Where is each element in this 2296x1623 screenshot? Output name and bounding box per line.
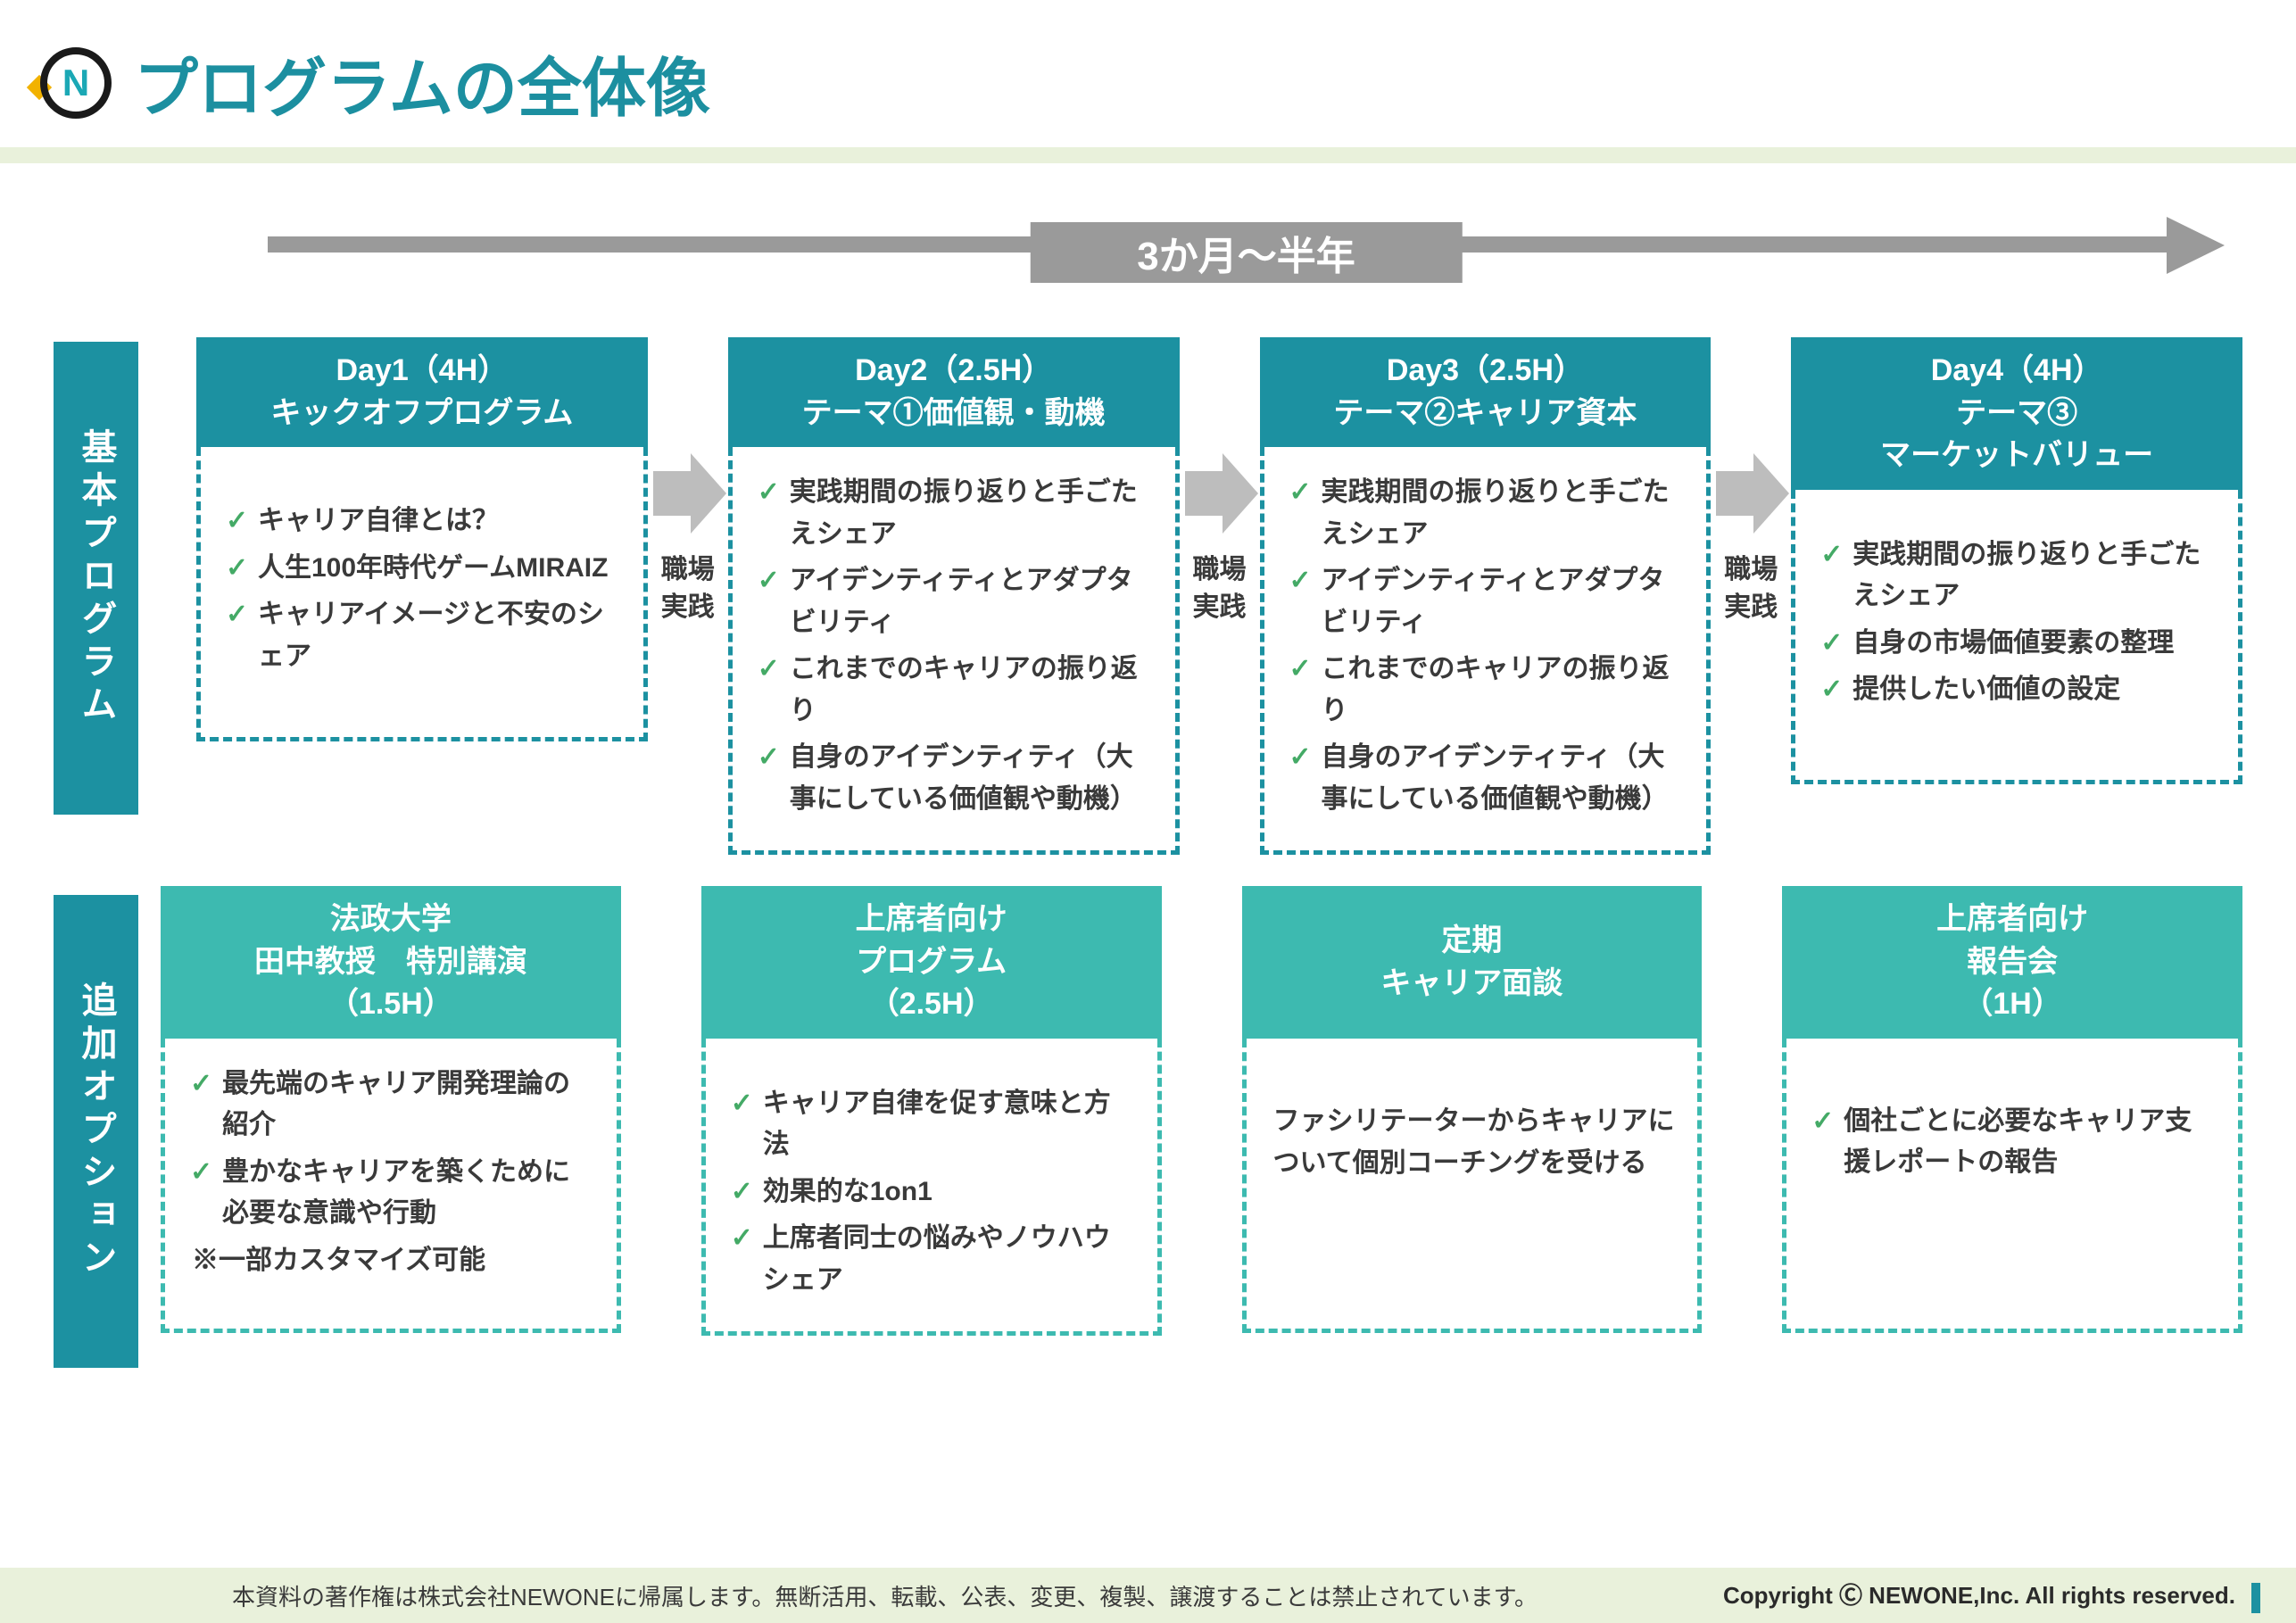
list-item: 個社ごとに必要なキャリア支援レポートの報告 (1808, 1101, 2217, 1184)
list-item: 自身の市場価値要素の整理 (1817, 623, 2217, 665)
card-option3-head: 定期 キャリア面談 (1242, 886, 1703, 1039)
card-day3-subtitle: テーマ②キャリア資本 (1267, 393, 1704, 435)
card-day3-title: Day3（2.5H） (1267, 350, 1704, 393)
card-day3-head: Day3（2.5H） テーマ②キャリア資本 (1260, 337, 1712, 447)
list-item: 実践期間の振り返りと手ごたえシェア (1286, 472, 1686, 555)
card-day1-head: Day1（4H） キックオフプログラム (196, 337, 648, 447)
list-item: 実践期間の振り返りと手ごたえシェア (754, 472, 1154, 555)
row-options: 法政大学 田中教授 特別講演 （1.5H） 最先端のキャリア開発理論の紹介 豊か… (161, 886, 2242, 1336)
divider-bar (0, 147, 2296, 163)
list-item: 自身のアイデンティティ（大事にしている価値観や動機） (1286, 737, 1686, 820)
card-option1: 法政大学 田中教授 特別講演 （1.5H） 最先端のキャリア開発理論の紹介 豊か… (161, 886, 621, 1333)
card-option4-body: 個社ごとに必要なキャリア支援レポートの報告 (1782, 1039, 2242, 1333)
card-day2-title: Day2（2.5H） (735, 350, 1173, 393)
list-item: 最先端のキャリア開発理論の紹介 (186, 1064, 595, 1147)
arrow-icon (653, 453, 723, 534)
footer-copyright: Copyright Ⓒ NEWONE,Inc. All rights reser… (1723, 1582, 2235, 1609)
card-day1-subtitle: キックオフプログラム (203, 393, 641, 435)
card-day4-head: Day4（4H） テーマ③ マーケットバリュー (1791, 337, 2242, 490)
card-day1: Day1（4H） キックオフプログラム キャリア自律とは？ 人生100年時代ゲー… (196, 337, 648, 741)
list-item: アイデンティティとアダプタビリティ (1286, 560, 1686, 643)
card-option3-subtitle: キャリア面談 (1249, 963, 1695, 1006)
list-item: 実践期間の振り返りと手ごたえシェア (1817, 534, 2217, 617)
card-option4-subtitle: 報告会 (1789, 941, 2235, 984)
list-item: ファシリテーターからキャリアについて個別コーチングを受ける (1268, 1101, 1677, 1184)
row-basic-program: Day1（4H） キックオフプログラム キャリア自律とは？ 人生100年時代ゲー… (161, 337, 2242, 855)
timeline-label: 3か月～半年 (1030, 222, 1462, 283)
card-day4-body: 実践期間の振り返りと手ごたえシェア 自身の市場価値要素の整理 提供したい価値の設… (1791, 490, 2242, 784)
arrow-icon (1716, 453, 1786, 534)
list-item: アイデンティティとアダプタビリティ (754, 560, 1154, 643)
card-day1-title: Day1（4H） (203, 350, 641, 393)
card-day3-body: 実践期間の振り返りと手ごたえシェア アイデンティティとアダプタビリティ これまで… (1260, 447, 1712, 855)
card-option2-head: 上席者向け プログラム （2.5H） (701, 886, 1162, 1039)
sidebar-label-basic: 基本プログラム (54, 342, 138, 815)
card-day3: Day3（2.5H） テーマ②キャリア資本 実践期間の振り返りと手ごたえシェア … (1260, 337, 1712, 855)
diagram-canvas: 3か月～半年 基本プログラム 追加オプション Day1（4H） キックオフプログ… (0, 163, 2296, 199)
arrow-icon (1185, 453, 1255, 534)
card-option2-title: 上席者向け (709, 898, 1155, 941)
card-option2: 上席者向け プログラム （2.5H） キャリア自律を促す意味と方法 効果的な1o… (701, 886, 1162, 1336)
card-option2-subtitle: プログラム (709, 941, 1155, 984)
gap-1-label: 職場実践 (648, 551, 728, 626)
list-item: キャリア自律とは？ (222, 501, 622, 542)
list-item: 人生100年時代ゲームMIRAIZ (222, 548, 622, 590)
card-option2-subtitle2: （2.5H） (709, 983, 1155, 1026)
card-day1-body: キャリア自律とは？ 人生100年時代ゲームMIRAIZ キャリアイメージと不安の… (196, 447, 648, 741)
list-item: キャリア自律を促す意味と方法 (727, 1083, 1136, 1166)
card-option3-title: 定期 (1249, 920, 1695, 963)
footer-mark-icon (2251, 1583, 2260, 1613)
list-item: これまでのキャリアの振り返り (754, 649, 1154, 732)
card-option1-body: 最先端のキャリア開発理論の紹介 豊かなキャリアを築くために必要な意識や行動 ※一… (161, 1039, 621, 1333)
card-day4: Day4（4H） テーマ③ マーケットバリュー 実践期間の振り返りと手ごたえシェ… (1791, 337, 2242, 784)
list-item: これまでのキャリアの振り返り (1286, 649, 1686, 732)
footer-disclaimer: 本資料の著作権は株式会社NEWONEに帰属します。無断活用、転載、公表、変更、複… (232, 1579, 1538, 1612)
card-option4: 上席者向け 報告会 （1H） 個社ごとに必要なキャリア支援レポートの報告 (1782, 886, 2242, 1333)
card-option2-body: キャリア自律を促す意味と方法 効果的な1on1 上席者同士の悩みやノウハウシェア (701, 1039, 1162, 1337)
card-day4-title: Day4（4H） (1798, 350, 2235, 393)
card-option4-subtitle2: （1H） (1789, 983, 2235, 1026)
card-day2: Day2（2.5H） テーマ①価値観・動機 実践期間の振り返りと手ごたえシェア … (728, 337, 1180, 855)
card-option4-head: 上席者向け 報告会 （1H） (1782, 886, 2242, 1039)
card-option1-subtitle: 田中教授 特別講演 (168, 941, 614, 984)
gap-2-label: 職場実践 (1180, 551, 1260, 626)
list-item: 自身のアイデンティティ（大事にしている価値観や動機） (754, 737, 1154, 820)
card-option3-body: ファシリテーターからキャリアについて個別コーチングを受ける (1242, 1039, 1703, 1333)
card-option1-subtitle2: （1.5H） (168, 983, 614, 1026)
logo-icon: N (36, 43, 116, 123)
gap-3-label: 職場実践 (1711, 551, 1791, 626)
list-item: 上席者同士の悩みやノウハウシェア (727, 1218, 1136, 1301)
card-option1-head: 法政大学 田中教授 特別講演 （1.5H） (161, 886, 621, 1039)
list-item: 提供したい価値の設定 (1817, 669, 2217, 711)
list-item: キャリアイメージと不安のシェア (222, 594, 622, 677)
card-day4-subtitle2: マーケットバリュー (1798, 435, 2235, 477)
card-option3: 定期 キャリア面談 ファシリテーターからキャリアについて個別コーチングを受ける (1242, 886, 1703, 1333)
card-option4-title: 上席者向け (1789, 898, 2235, 941)
header: N プログラムの全体像 (0, 0, 2296, 147)
list-item: 豊かなキャリアを築くために必要な意識や行動 (186, 1152, 595, 1235)
footer: 本資料の著作権は株式会社NEWONEに帰属します。無断活用、転載、公表、変更、複… (0, 1568, 2296, 1623)
sidebar-label-option: 追加オプション (54, 895, 138, 1368)
card-day2-subtitle: テーマ①価値観・動機 (735, 393, 1173, 435)
card-day2-head: Day2（2.5H） テーマ①価値観・動機 (728, 337, 1180, 447)
card-day4-subtitle: テーマ③ (1798, 393, 2235, 435)
list-item: 効果的な1on1 (727, 1172, 1136, 1213)
timeline-arrow: 3か月～半年 (268, 217, 2225, 279)
list-note: ※一部カスタマイズ可能 (186, 1240, 595, 1282)
card-option1-title: 法政大学 (168, 898, 614, 941)
connector-lines (0, 163, 2296, 199)
page-title: プログラムの全体像 (134, 36, 710, 129)
card-day2-body: 実践期間の振り返りと手ごたえシェア アイデンティティとアダプタビリティ これまで… (728, 447, 1180, 855)
